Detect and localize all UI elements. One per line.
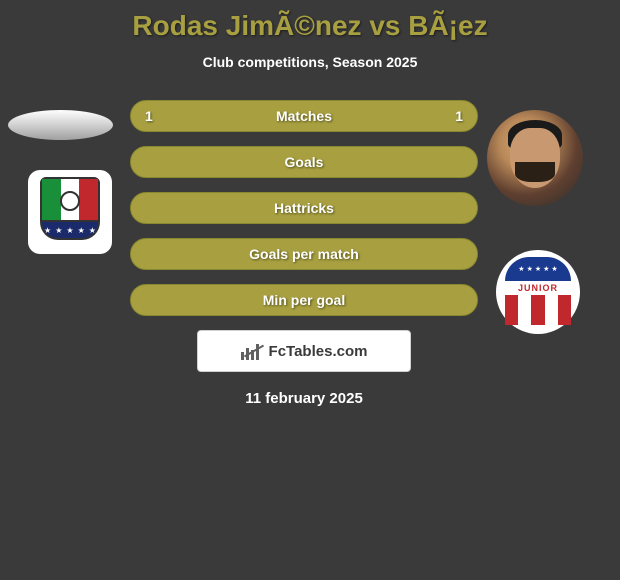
shield-icon: ★★★★★ bbox=[40, 177, 100, 247]
stat-bar-goals: Goals bbox=[130, 146, 478, 178]
stat-label: Goals bbox=[285, 154, 324, 170]
chart-icon bbox=[241, 342, 265, 360]
date: 11 february 2025 bbox=[130, 390, 478, 407]
stat-label: Matches bbox=[276, 108, 332, 124]
stat-bar-matches: 1 Matches 1 bbox=[130, 100, 478, 132]
stat-label: Hattricks bbox=[274, 200, 334, 216]
stat-right-value: 1 bbox=[455, 108, 463, 124]
team-logo-left: ★★★★★ bbox=[28, 170, 112, 254]
stat-bar-goals-per-match: Goals per match bbox=[130, 238, 478, 270]
subtitle: Club competitions, Season 2025 bbox=[0, 54, 620, 70]
stat-bar-hattricks: Hattricks bbox=[130, 192, 478, 224]
stat-label: Min per goal bbox=[263, 292, 345, 308]
watermark: FcTables.com bbox=[197, 330, 411, 372]
player-avatar-placeholder-left bbox=[8, 110, 113, 140]
comparison-area: ★★★★★ 1 Matches 1 Goals Hattricks bbox=[0, 100, 620, 407]
team-name-label: JUNIOR bbox=[505, 281, 571, 295]
shield-icon: ★★★★★ JUNIOR bbox=[505, 257, 571, 327]
player-avatar-right bbox=[487, 110, 583, 206]
team-logo-right: ★★★★★ JUNIOR bbox=[496, 250, 580, 334]
stat-bars: 1 Matches 1 Goals Hattricks Goals per ma… bbox=[130, 100, 478, 407]
stat-left-value: 1 bbox=[145, 108, 153, 124]
stat-bar-min-per-goal: Min per goal bbox=[130, 284, 478, 316]
page-title: Rodas JimÃ©nez vs BÃ¡ez bbox=[0, 0, 620, 42]
comparison-infographic: Rodas JimÃ©nez vs BÃ¡ez Club competition… bbox=[0, 0, 620, 580]
watermark-text: FcTables.com bbox=[269, 343, 368, 360]
stat-label: Goals per match bbox=[249, 246, 359, 262]
